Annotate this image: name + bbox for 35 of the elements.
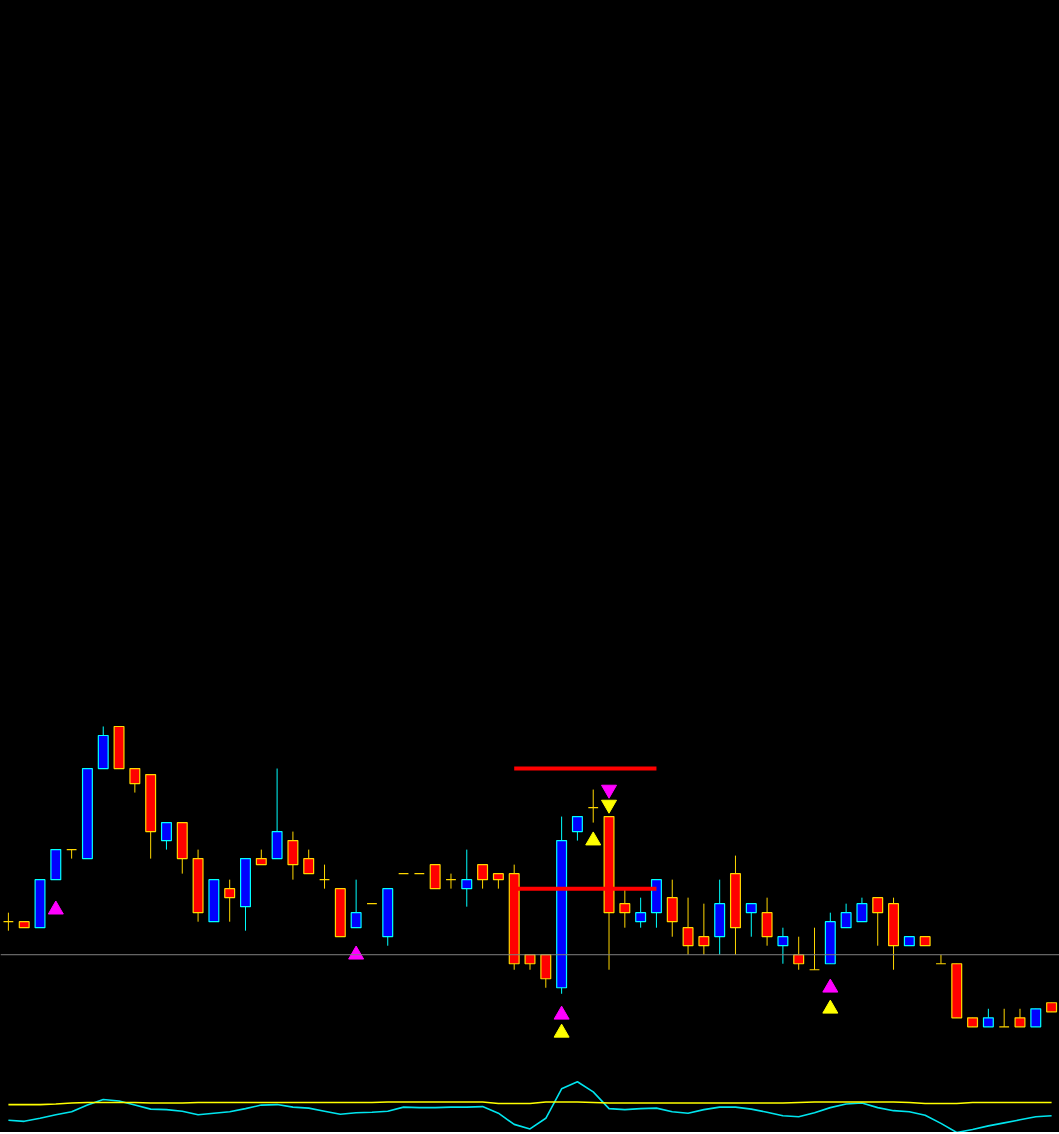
candlestick	[571, 815, 583, 842]
candlestick	[303, 849, 315, 875]
point	[822, 978, 839, 993]
candlestick	[840, 903, 852, 929]
candlestick	[682, 897, 694, 956]
candlestick	[461, 849, 473, 908]
candlestick	[2, 912, 14, 932]
point	[348, 945, 365, 960]
candlestick	[350, 879, 362, 929]
candlestick	[477, 864, 489, 890]
candlestick	[445, 873, 457, 890]
candlestick	[998, 1008, 1010, 1028]
candlestick	[66, 849, 78, 860]
candlestick	[745, 903, 757, 938]
candlestick	[635, 897, 647, 929]
point	[47, 900, 64, 915]
candlestick	[777, 927, 789, 965]
candlestick	[129, 767, 141, 794]
point	[822, 999, 839, 1014]
candlestick	[1014, 1008, 1026, 1028]
candlestick	[587, 789, 599, 824]
point	[553, 1005, 570, 1020]
candlestick	[224, 879, 236, 923]
candlestick	[319, 864, 331, 890]
candlestick	[698, 903, 710, 956]
candlestick	[856, 897, 868, 923]
candlestick	[935, 954, 947, 965]
candlestick	[982, 1008, 994, 1028]
point	[601, 784, 618, 799]
point	[553, 1023, 570, 1038]
point	[601, 799, 618, 814]
candlestick	[809, 927, 821, 971]
candlestick	[160, 821, 172, 851]
candlestick	[1030, 1008, 1042, 1028]
candlestick	[872, 897, 884, 947]
